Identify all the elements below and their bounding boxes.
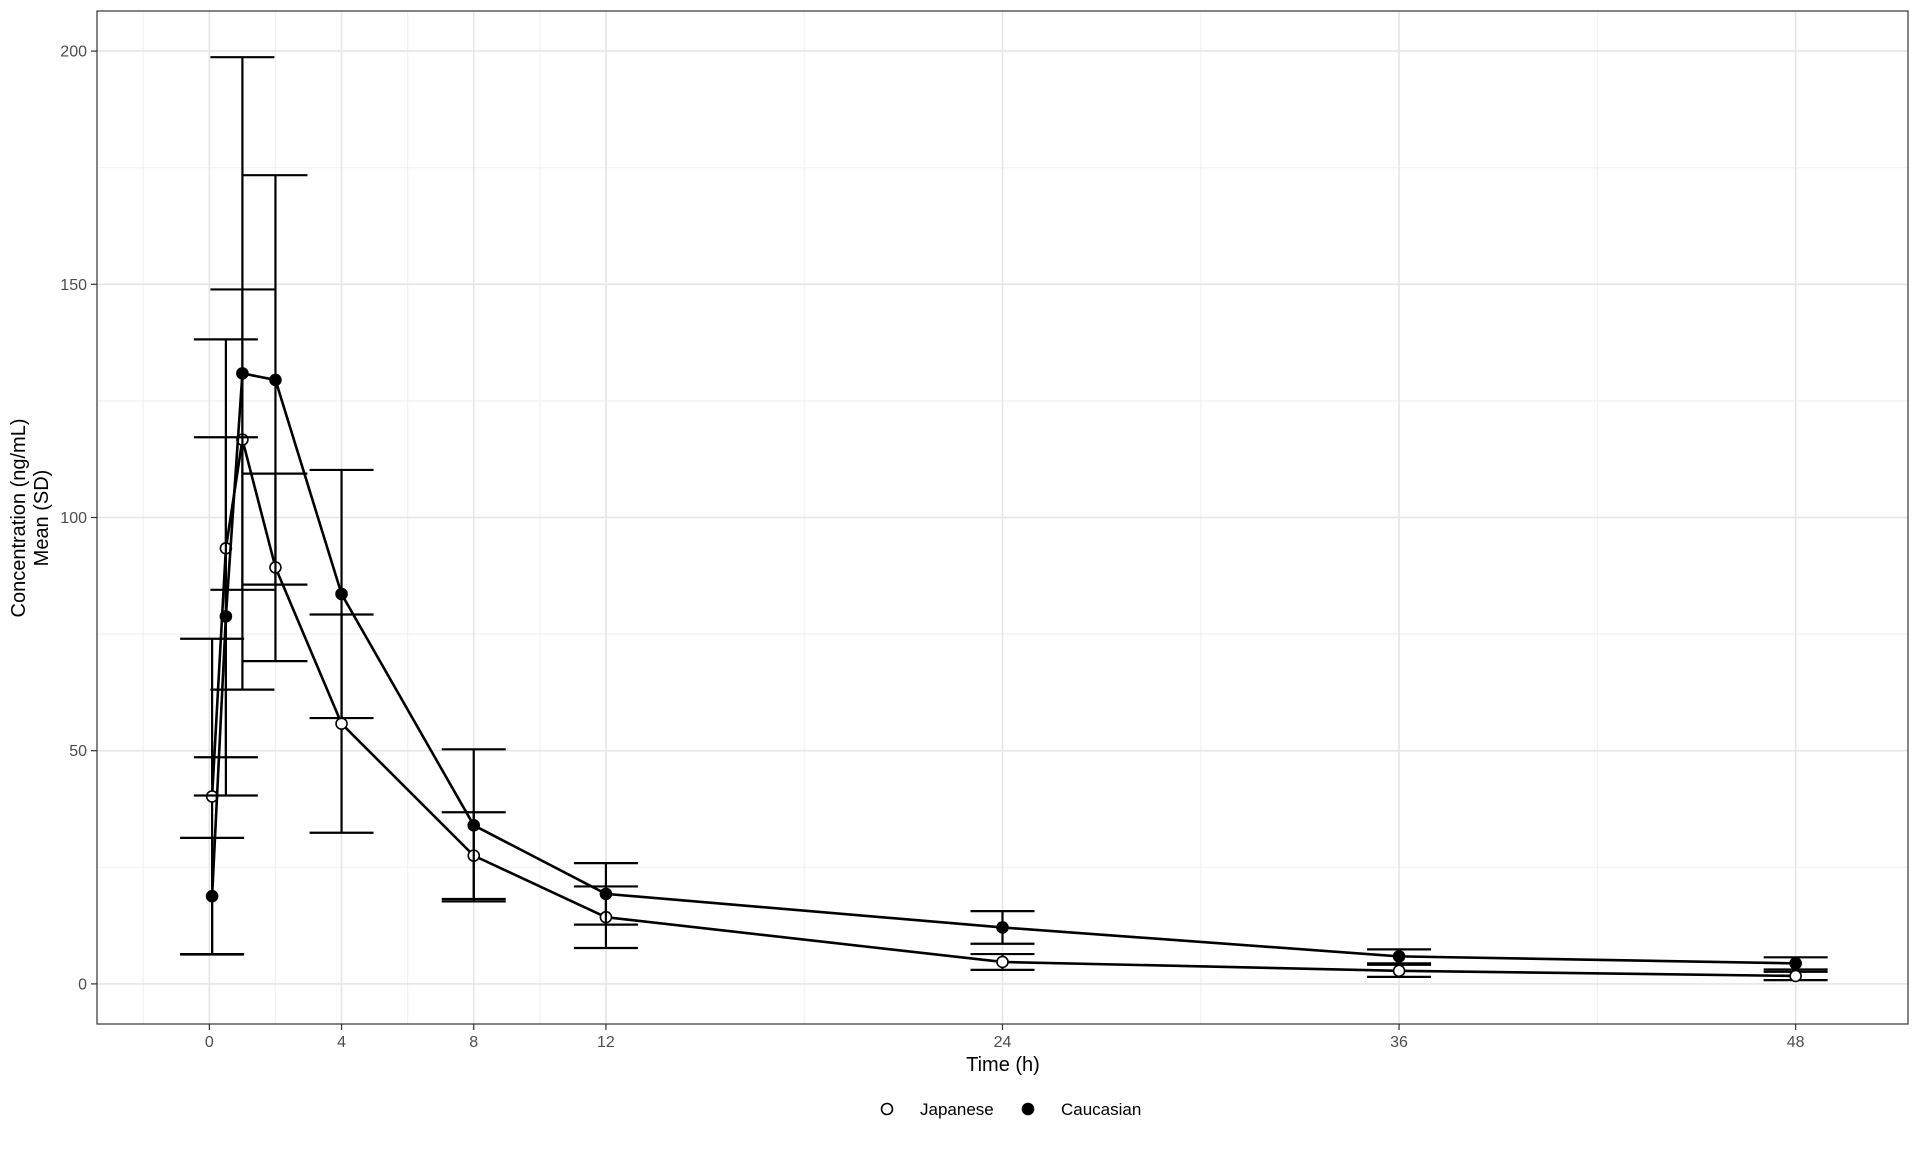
- data-point: [335, 587, 348, 601]
- data-point: [467, 819, 481, 832]
- y-tick-label: 150: [60, 277, 87, 294]
- data-point: [335, 717, 348, 730]
- data-point: [205, 889, 219, 903]
- data-point: [269, 373, 282, 387]
- x-tick-label: 0: [205, 1034, 214, 1051]
- data-point: [219, 610, 233, 623]
- legend-caucasian-label: Caucasian: [1061, 1100, 1141, 1119]
- data-point: [1789, 957, 1802, 970]
- x-tick-label: 8: [469, 1034, 478, 1051]
- legend-japanese-marker-icon: [880, 1102, 894, 1116]
- series-line: [210, 372, 1796, 965]
- data-point: [599, 887, 613, 901]
- data-point: [1789, 969, 1802, 983]
- y-axis-title-line2: Mean (SD): [31, 470, 53, 567]
- data-point: [996, 955, 1009, 969]
- data-point: [1392, 950, 1406, 963]
- y-tick-label: 0: [78, 976, 87, 993]
- legend-japanese-label: Japanese: [920, 1100, 994, 1119]
- y-axis-ticks: 0 50 100 150 200: [60, 44, 97, 993]
- data-point: [996, 921, 1009, 934]
- x-tick-label: 12: [597, 1034, 615, 1051]
- x-axis-ticks: 0 4 8 12 24 36 48: [205, 1024, 1805, 1051]
- legend-caucasian-marker-icon: [1021, 1102, 1035, 1116]
- y-tick-label: 50: [69, 743, 87, 760]
- x-tick-label: 36: [1390, 1034, 1408, 1051]
- x-tick-label: 24: [994, 1034, 1012, 1051]
- y-tick-label: 100: [60, 510, 87, 527]
- legend: Japanese Caucasian: [880, 1100, 1141, 1119]
- y-axis-title-line1: Concentration (ng/mL): [8, 419, 30, 618]
- data-point: [1392, 964, 1406, 978]
- series-layer: [180, 56, 1828, 983]
- x-tick-label: 48: [1787, 1034, 1805, 1051]
- x-axis-title: Time (h): [966, 1054, 1040, 1076]
- x-tick-label: 4: [337, 1034, 346, 1051]
- y-tick-label: 200: [60, 44, 87, 61]
- series-caucasian: [180, 56, 1828, 971]
- data-point: [236, 367, 249, 380]
